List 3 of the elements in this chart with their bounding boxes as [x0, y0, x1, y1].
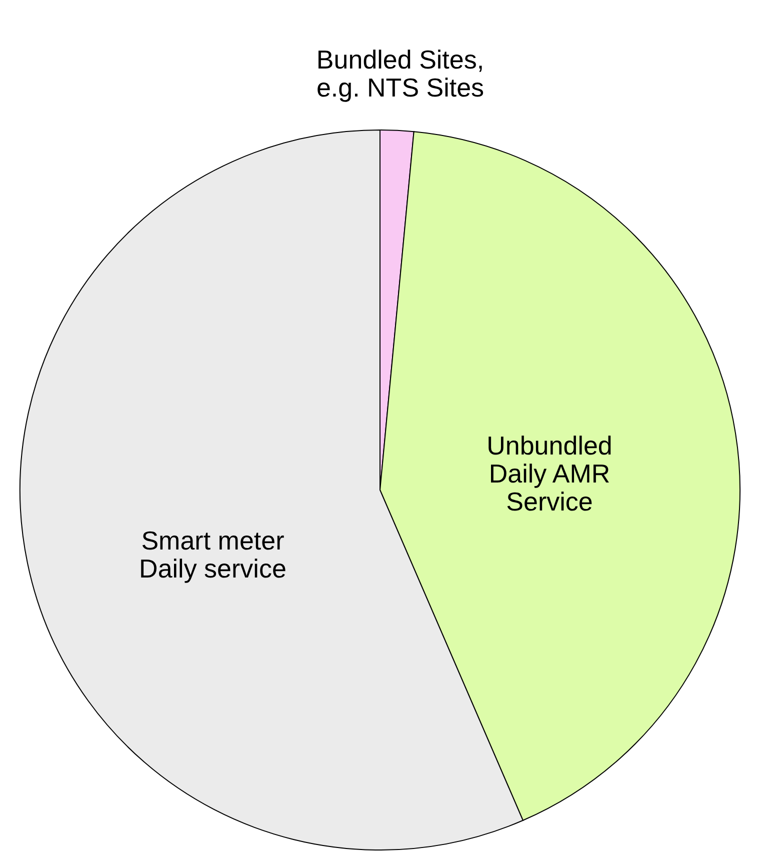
slice-label: Smart meter Daily service [139, 525, 286, 584]
slice-label: Unbundled Daily AMR Service [486, 430, 612, 516]
slice-label: Bundled Sites, e.g. NTS Sites [316, 44, 484, 102]
